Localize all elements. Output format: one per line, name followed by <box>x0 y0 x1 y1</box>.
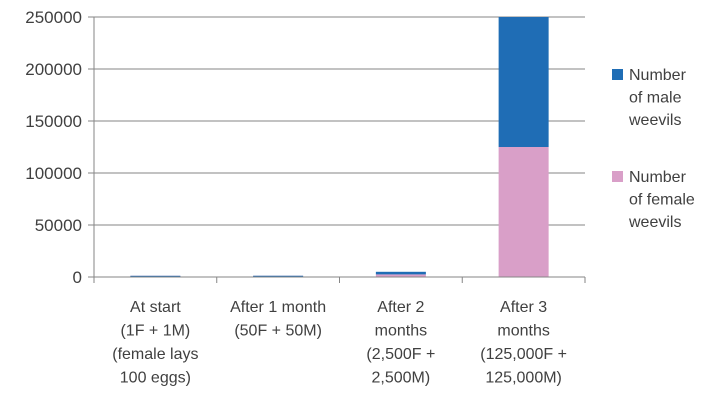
legend-label: of male <box>629 90 682 107</box>
y-tick-label: 150000 <box>25 112 82 131</box>
axes <box>88 16 586 283</box>
x-category-label: (1F + 1M) <box>120 323 190 340</box>
bar-segment <box>253 275 304 277</box>
legend-swatch <box>612 69 623 80</box>
x-category-label: 100 eggs) <box>120 370 191 387</box>
bar-segment <box>375 274 426 277</box>
x-category-label: (125,000F + <box>480 346 567 363</box>
x-category-labels: At start (1F + 1M) (female lays 100 eggs) Af… <box>112 299 567 387</box>
y-tick-label: 0 <box>73 268 82 287</box>
x-category-label: At start <box>130 299 181 316</box>
legend-label: weevils <box>628 112 681 129</box>
x-category-label: After 2 <box>377 299 424 316</box>
y-tick-label: 250000 <box>25 8 82 27</box>
x-category-label: (2,500F + <box>366 346 435 363</box>
bar-segment <box>375 271 426 275</box>
legend-label: Number <box>629 67 687 84</box>
legend-label: weevils <box>628 214 681 231</box>
bar-segment <box>498 147 549 277</box>
x-category-label: (50F + 50M) <box>234 323 322 340</box>
x-category-label: 125,000M) <box>485 370 562 387</box>
x-category-label: 2,500M) <box>372 370 431 387</box>
x-category-label: After 3 <box>500 299 547 316</box>
bar-segment <box>498 17 549 147</box>
x-category-label: months <box>375 323 427 340</box>
x-category-label: After 1 month <box>230 299 326 316</box>
y-tick-label: 100000 <box>25 164 82 183</box>
legend-label: of female <box>629 192 695 209</box>
legend: Number of male weevils Number of female weevi… <box>612 67 695 231</box>
legend-label: Number <box>629 169 687 186</box>
y-tick-labels: 0 50000 100000 150000 200000 250000 <box>25 8 82 287</box>
y-tick-label: 200000 <box>25 60 82 79</box>
x-category-label: (female lays <box>112 346 198 363</box>
legend-swatch <box>612 171 623 182</box>
bar-segment <box>130 275 181 277</box>
bars <box>130 17 549 277</box>
y-tick-label: 50000 <box>35 216 82 235</box>
x-category-label: months <box>497 323 549 340</box>
